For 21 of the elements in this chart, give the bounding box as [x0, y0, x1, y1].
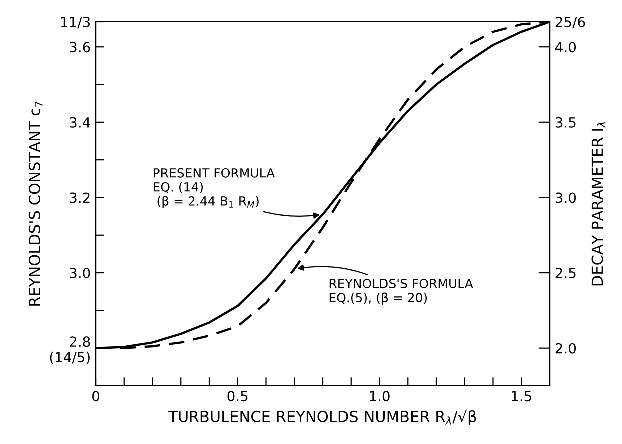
y-tick-label: 11/3 — [61, 16, 90, 29]
annotation: REYNOLDS'S FORMULA EQ.(5), (β = 20) — [330, 278, 474, 305]
y-tick-label: 3.6 — [70, 42, 90, 53]
x-tick-label: 1.5 — [512, 391, 532, 402]
y2-axis-title: DECAY PARAMETER I$_{λ}$ — [592, 122, 606, 286]
annotation: PRESENT FORMULA EQ. (14) (β = 2.44 B$_{1}$ R$_{M}$) — [154, 168, 276, 208]
y2-tick-label: 2.5 — [556, 268, 576, 279]
y2-tick-label: 3.0 — [556, 192, 576, 204]
y-axis-title: REYNOLDS'S CONSTANT c$_{7}$ — [28, 102, 43, 306]
x-tick-label: 0.5 — [228, 391, 248, 402]
x-tick-label: 1.0 — [370, 391, 390, 402]
y-tick-label: 3.2 — [70, 192, 90, 204]
x-axis-title: TURBULENCE REYNOLDS NUMBER R$_{λ}$/√β — [168, 410, 476, 426]
y-tick-label: 3.0 — [70, 268, 90, 279]
y-tick-label: 3.4 — [70, 117, 90, 128]
y-tick-label: 2.8 (14/5) — [50, 336, 90, 364]
y2-tick-label: 2.0 — [556, 343, 576, 354]
x-tick-label: 0 — [92, 391, 100, 402]
y2-tick-label: 4.0 — [556, 42, 576, 53]
y2-tick-label: 25/6 — [556, 16, 586, 29]
y2-tick-label: 3.5 — [556, 117, 576, 128]
